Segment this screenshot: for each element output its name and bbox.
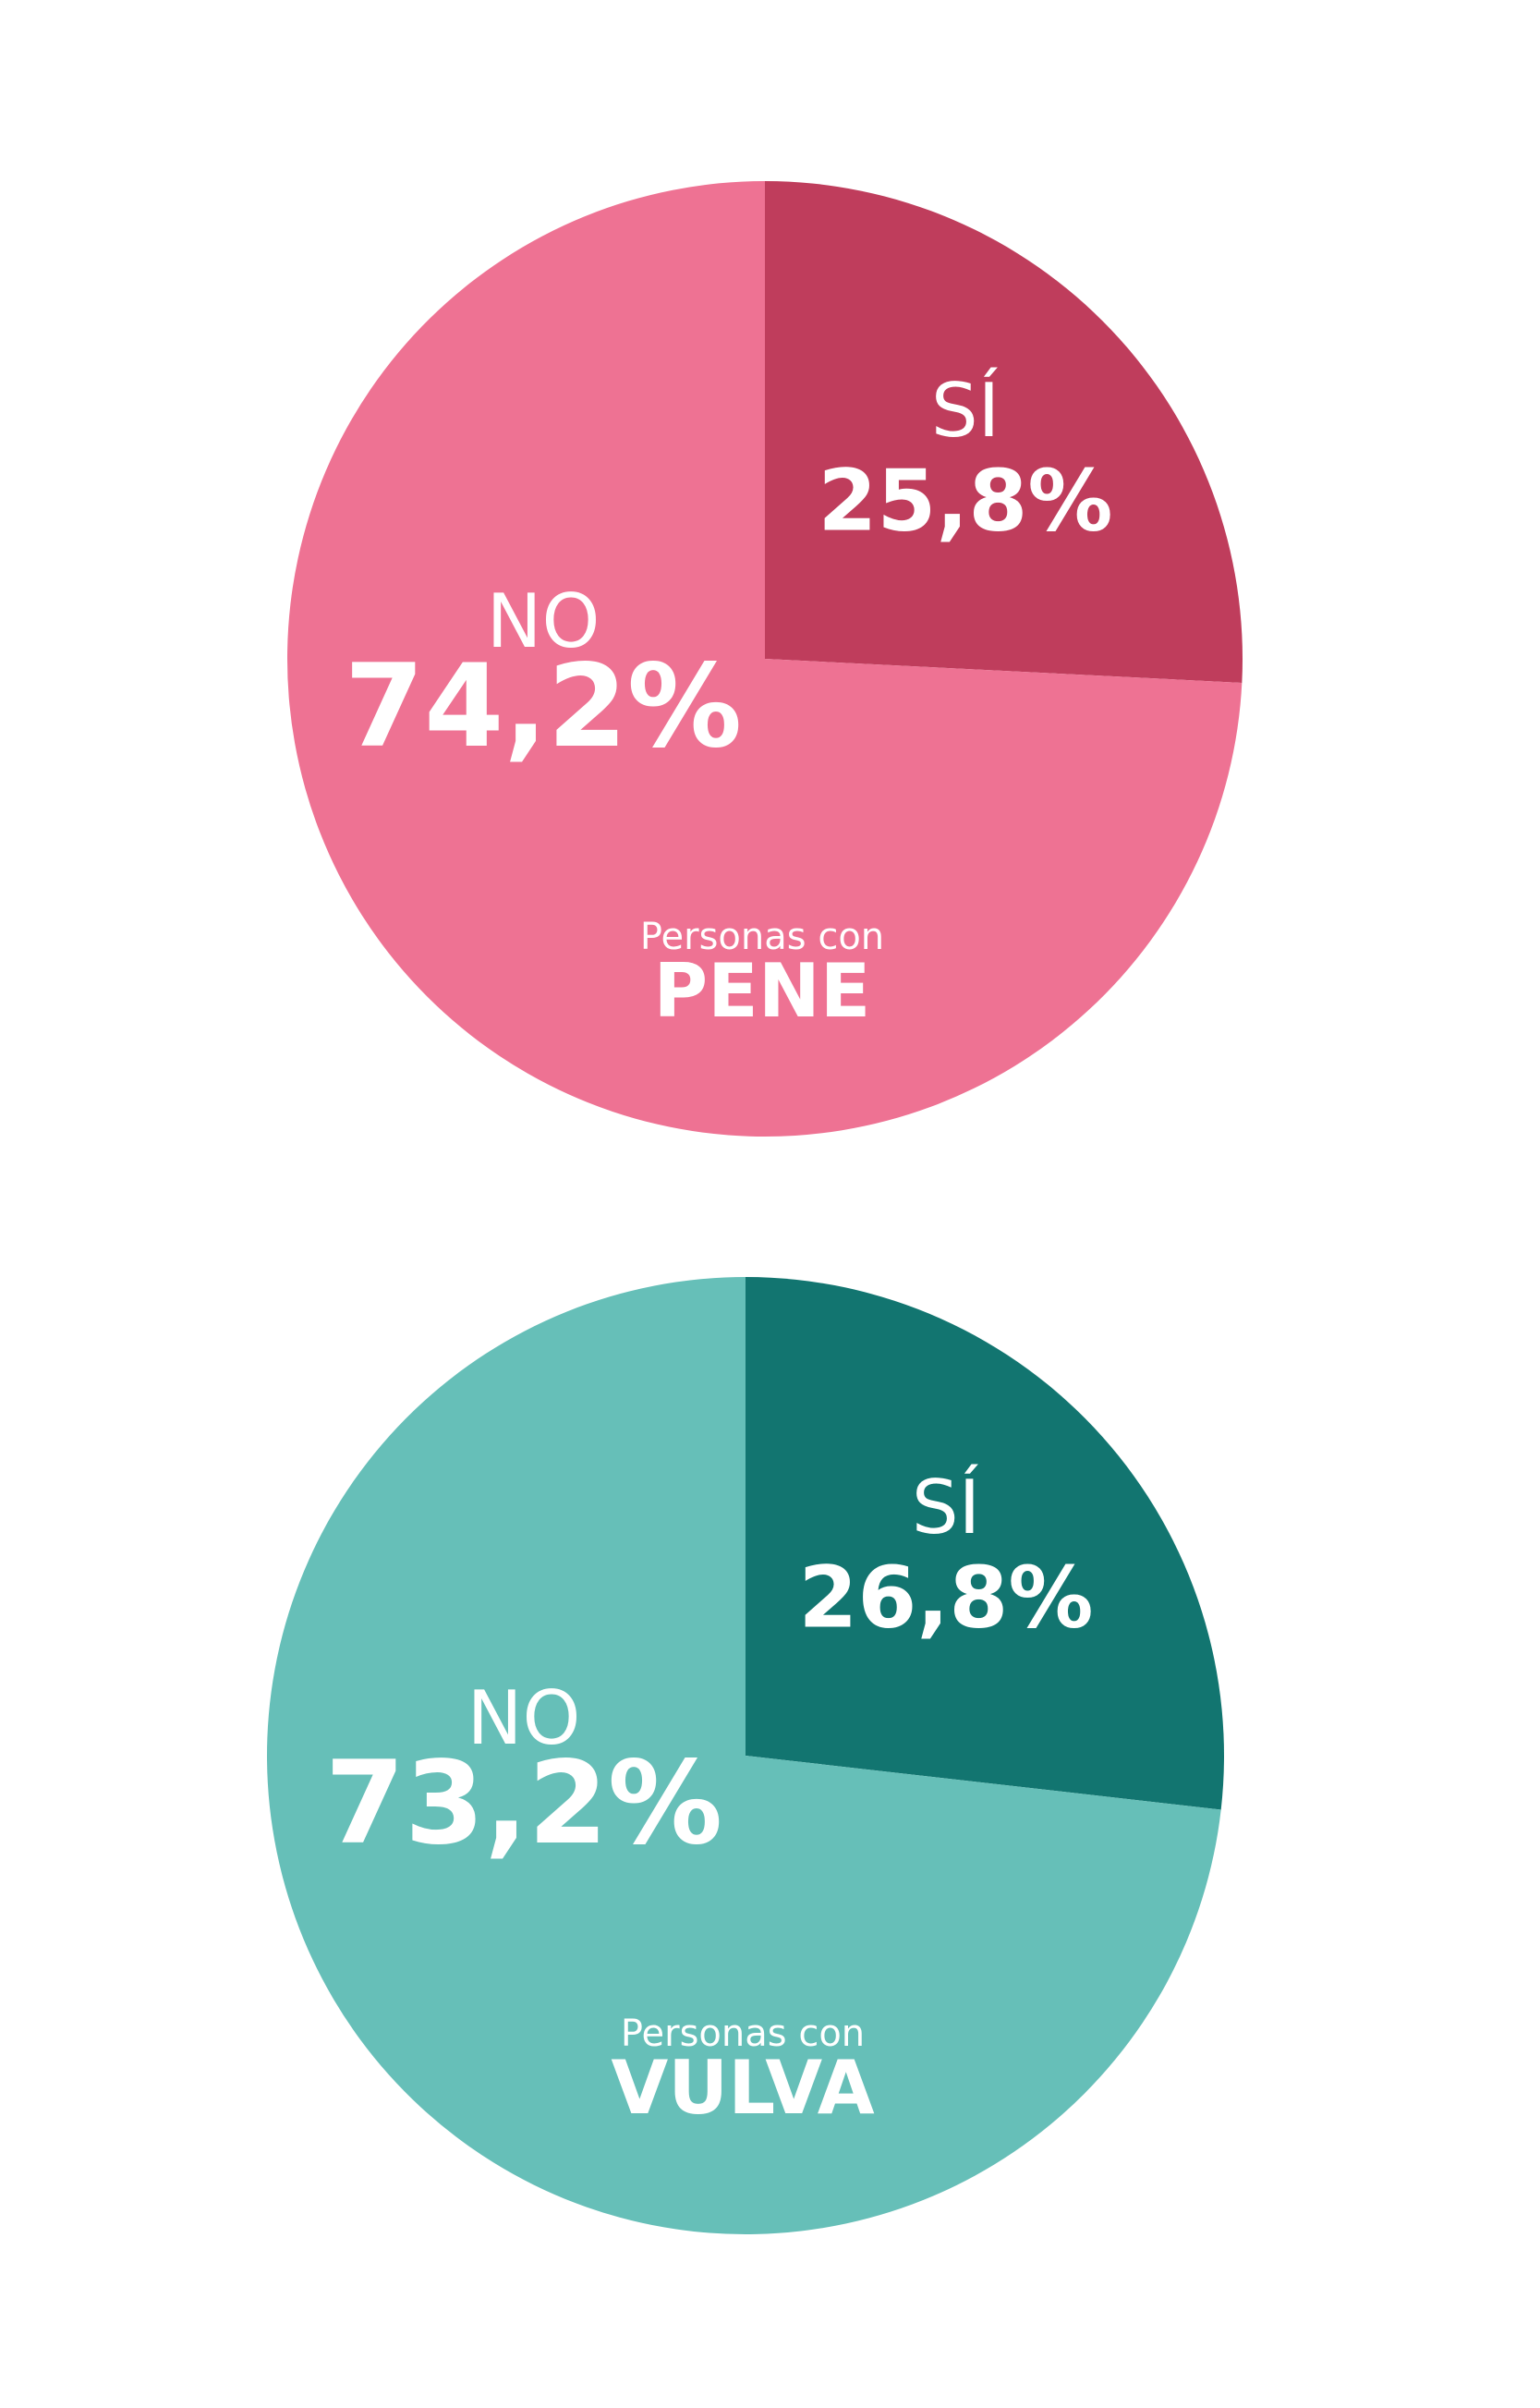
chart-subtitle: Personas con [621, 2013, 865, 2055]
chart-subtitle: Personas con [640, 916, 884, 958]
slice-value-label: 25,8% [818, 451, 1112, 550]
pie-slice [287, 181, 1243, 1137]
slice-label: SÍ [912, 1464, 980, 1551]
slice-value-label: 74,2% [345, 640, 742, 773]
chart-title: VULVA [611, 2045, 874, 2131]
slice-label: NO [487, 578, 600, 664]
pie-slice [765, 181, 1243, 683]
slice-label: SÍ [931, 367, 1000, 454]
pie-slice [746, 1277, 1224, 1810]
pie-slice [266, 1277, 1221, 2235]
slice-value-label: 73,2% [325, 1737, 722, 1870]
slice-value-label: 26,8% [798, 1548, 1093, 1647]
chart-title: PENE [654, 948, 871, 1034]
slice-label: NO [467, 1675, 581, 1761]
